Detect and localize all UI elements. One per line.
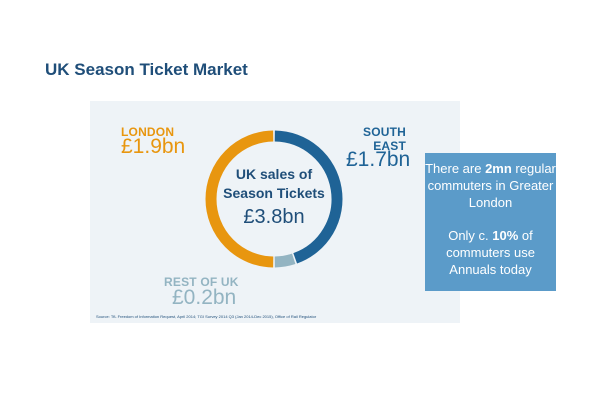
callout-line1-post: regular commuters in Greater London — [427, 161, 556, 210]
slice-value-south-east: £1.7bn — [346, 148, 411, 171]
donut-slice-london — [205, 130, 274, 268]
slice-label-south-east-text: SOUTH EAST — [363, 125, 406, 153]
donut-slice-south-east — [274, 130, 343, 264]
callout-line1-pre: There are — [425, 161, 486, 176]
slice-value-rest-of-uk: £0.2bn — [172, 286, 237, 309]
page-title: UK Season Ticket Market — [45, 60, 248, 79]
callout-commuters: There are 2mn regular commuters in Great… — [425, 160, 556, 211]
source-note: Source: TfL Freedom of Information Reque… — [96, 314, 317, 319]
info-callout: There are 2mn regular commuters in Great… — [425, 153, 556, 291]
slice-value-london: £1.9bn — [121, 135, 186, 158]
center-label: UK sales of Season Tickets — [223, 166, 325, 201]
slice-label-rest-of-uk: REST OF UK — [164, 275, 239, 289]
callout-line2-bold: 10% — [492, 228, 519, 243]
chart-panel: LONDON £1.9bn SOUTH EAST £1.7bn REST OF … — [90, 101, 460, 323]
slice-label-london: LONDON — [121, 125, 175, 139]
callout-line2-pre: Only c. — [448, 228, 493, 243]
donut-chart — [205, 130, 343, 268]
center-value: £3.8bn — [243, 206, 305, 228]
callout-annuals: Only c. 10% of commuters use Annuals tod… — [425, 227, 556, 278]
donut-slice-rest-of-uk — [274, 253, 296, 268]
callout-line1-bold: 2mn — [485, 161, 512, 176]
slice-label-south-east: SOUTH EAST — [362, 125, 406, 153]
callout-line2-post: of commuters use Annuals today — [446, 228, 535, 277]
donut-center: UK sales of Season Tickets £3.8bn — [214, 165, 334, 229]
